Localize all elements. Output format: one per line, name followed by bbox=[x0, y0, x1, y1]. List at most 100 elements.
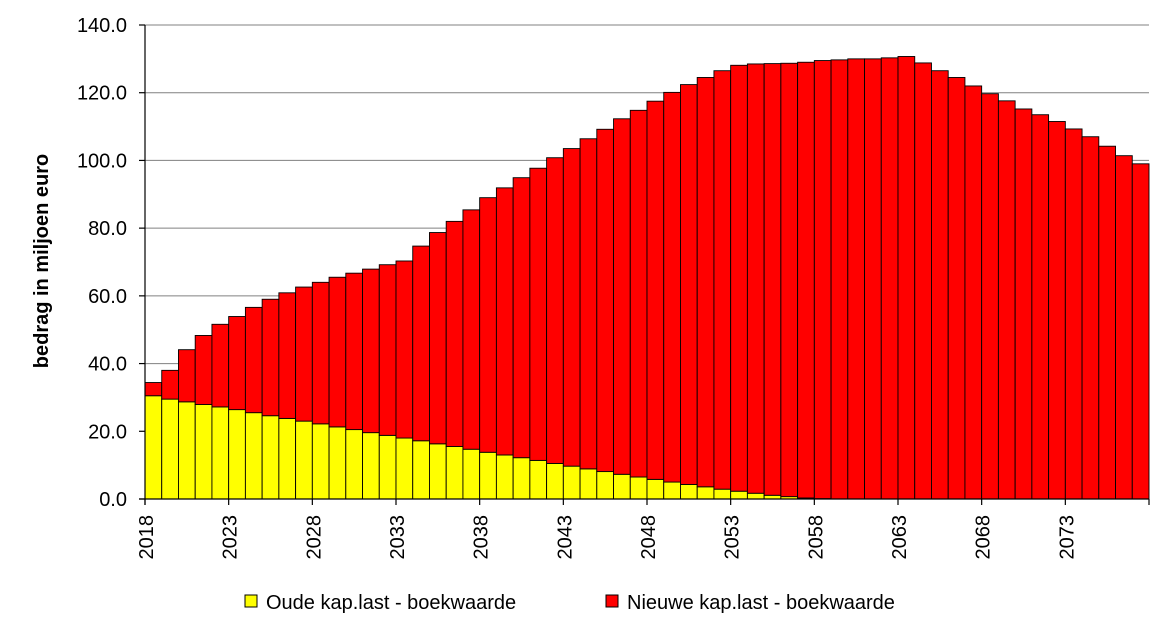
bar-new-2026 bbox=[279, 293, 296, 419]
bar-old-2052 bbox=[714, 489, 731, 499]
x-tick-label: 2053 bbox=[722, 515, 744, 560]
bar-old-2035 bbox=[429, 444, 446, 499]
bar-new-2067 bbox=[965, 86, 982, 499]
bar-new-2046 bbox=[614, 119, 631, 475]
bar-new-2075 bbox=[1099, 146, 1116, 499]
bar-old-2024 bbox=[245, 413, 262, 499]
bar-new-2030 bbox=[346, 273, 363, 429]
bar-new-2022 bbox=[212, 324, 229, 407]
bar-old-2019 bbox=[162, 399, 179, 499]
bar-new-2031 bbox=[363, 269, 380, 433]
bar-new-2038 bbox=[480, 198, 497, 453]
bar-old-2054 bbox=[747, 493, 764, 499]
bar-new-2054 bbox=[747, 64, 764, 493]
bar-old-2021 bbox=[195, 405, 212, 499]
bar-old-2031 bbox=[363, 433, 380, 499]
bar-new-2072 bbox=[1049, 121, 1066, 499]
y-tick-label: 140.0 bbox=[77, 15, 127, 37]
x-tick-label: 2028 bbox=[303, 515, 325, 560]
y-tick-label: 60.0 bbox=[88, 286, 127, 308]
bar-old-2049 bbox=[664, 482, 681, 499]
bar-old-2047 bbox=[630, 477, 647, 499]
bar-new-2048 bbox=[647, 101, 664, 479]
bar-old-2050 bbox=[680, 484, 697, 499]
bar-new-2036 bbox=[446, 221, 463, 446]
bar-new-2059 bbox=[831, 60, 848, 499]
bar-new-2070 bbox=[1015, 109, 1032, 499]
bar-new-2037 bbox=[463, 210, 480, 449]
x-tick-label: 2048 bbox=[638, 515, 660, 560]
bar-old-2043 bbox=[563, 466, 580, 499]
legend-swatch-old bbox=[245, 595, 257, 607]
bar-old-2026 bbox=[279, 418, 296, 499]
x-tick-label: 2043 bbox=[554, 515, 576, 560]
bar-old-2030 bbox=[346, 430, 363, 499]
y-tick-label: 0.0 bbox=[99, 489, 127, 511]
bar-new-2035 bbox=[429, 233, 446, 444]
bar-new-2060 bbox=[848, 59, 865, 499]
bar-new-2050 bbox=[680, 85, 697, 485]
x-tick-label: 2073 bbox=[1056, 515, 1078, 560]
bar-new-2062 bbox=[881, 58, 898, 499]
bar-old-2020 bbox=[178, 402, 195, 499]
bar-old-2036 bbox=[446, 447, 463, 499]
bar-new-2068 bbox=[982, 94, 999, 499]
bar-old-2025 bbox=[262, 416, 279, 499]
legend-label-old: Oude kap.last - boekwaarde bbox=[266, 592, 516, 614]
bar-old-2041 bbox=[530, 460, 547, 499]
bar-old-2033 bbox=[396, 438, 413, 499]
bar-new-2058 bbox=[814, 61, 831, 499]
bar-new-2077 bbox=[1132, 164, 1149, 499]
bar-new-2071 bbox=[1032, 115, 1049, 499]
bar-new-2061 bbox=[865, 59, 882, 499]
bar-old-2032 bbox=[379, 435, 396, 499]
bar-new-2023 bbox=[229, 317, 246, 410]
bar-new-2019 bbox=[162, 370, 179, 399]
bar-new-2069 bbox=[998, 101, 1015, 499]
y-tick-label: 100.0 bbox=[77, 150, 127, 172]
y-tick-label: 80.0 bbox=[88, 218, 127, 240]
bar-new-2047 bbox=[630, 110, 647, 477]
bar-new-2043 bbox=[563, 149, 580, 467]
bar-new-2053 bbox=[731, 65, 748, 491]
legend-label-new: Nieuwe kap.last - boekwaarde bbox=[627, 592, 895, 614]
bar-new-2040 bbox=[513, 178, 530, 458]
bar-old-2048 bbox=[647, 479, 664, 499]
bar-new-2024 bbox=[245, 307, 262, 412]
bar-old-2018 bbox=[145, 396, 162, 499]
bar-old-2040 bbox=[513, 458, 530, 499]
bar-new-2032 bbox=[379, 265, 396, 436]
bar-new-2056 bbox=[781, 63, 798, 496]
bar-new-2042 bbox=[547, 158, 564, 464]
bar-new-2034 bbox=[413, 246, 430, 441]
bar-new-2064 bbox=[915, 63, 932, 499]
bar-new-2076 bbox=[1116, 156, 1133, 499]
bar-new-2020 bbox=[178, 350, 195, 402]
bar-old-2053 bbox=[731, 491, 748, 499]
bar-old-2028 bbox=[312, 424, 329, 499]
bar-new-2044 bbox=[580, 139, 597, 469]
bar-old-2042 bbox=[547, 463, 564, 499]
bar-new-2051 bbox=[697, 77, 714, 486]
bar-new-2065 bbox=[931, 71, 948, 499]
bar-new-2052 bbox=[714, 71, 731, 489]
bar-new-2025 bbox=[262, 299, 279, 415]
bar-new-2033 bbox=[396, 261, 413, 438]
y-axis-title: bedrag in miljoen euro bbox=[31, 154, 53, 368]
bar-old-2022 bbox=[212, 407, 229, 499]
bar-new-2028 bbox=[312, 282, 329, 424]
x-tick-label: 2023 bbox=[220, 515, 242, 560]
bar-old-2045 bbox=[597, 472, 614, 499]
x-tick-label: 2038 bbox=[471, 515, 493, 560]
bar-new-2029 bbox=[329, 277, 346, 427]
bar-new-2073 bbox=[1065, 129, 1082, 499]
bar-new-2021 bbox=[195, 335, 212, 404]
bar-new-2063 bbox=[898, 56, 915, 499]
bar-new-2018 bbox=[145, 383, 162, 396]
bar-old-2038 bbox=[480, 452, 497, 499]
y-tick-label: 40.0 bbox=[88, 354, 127, 376]
